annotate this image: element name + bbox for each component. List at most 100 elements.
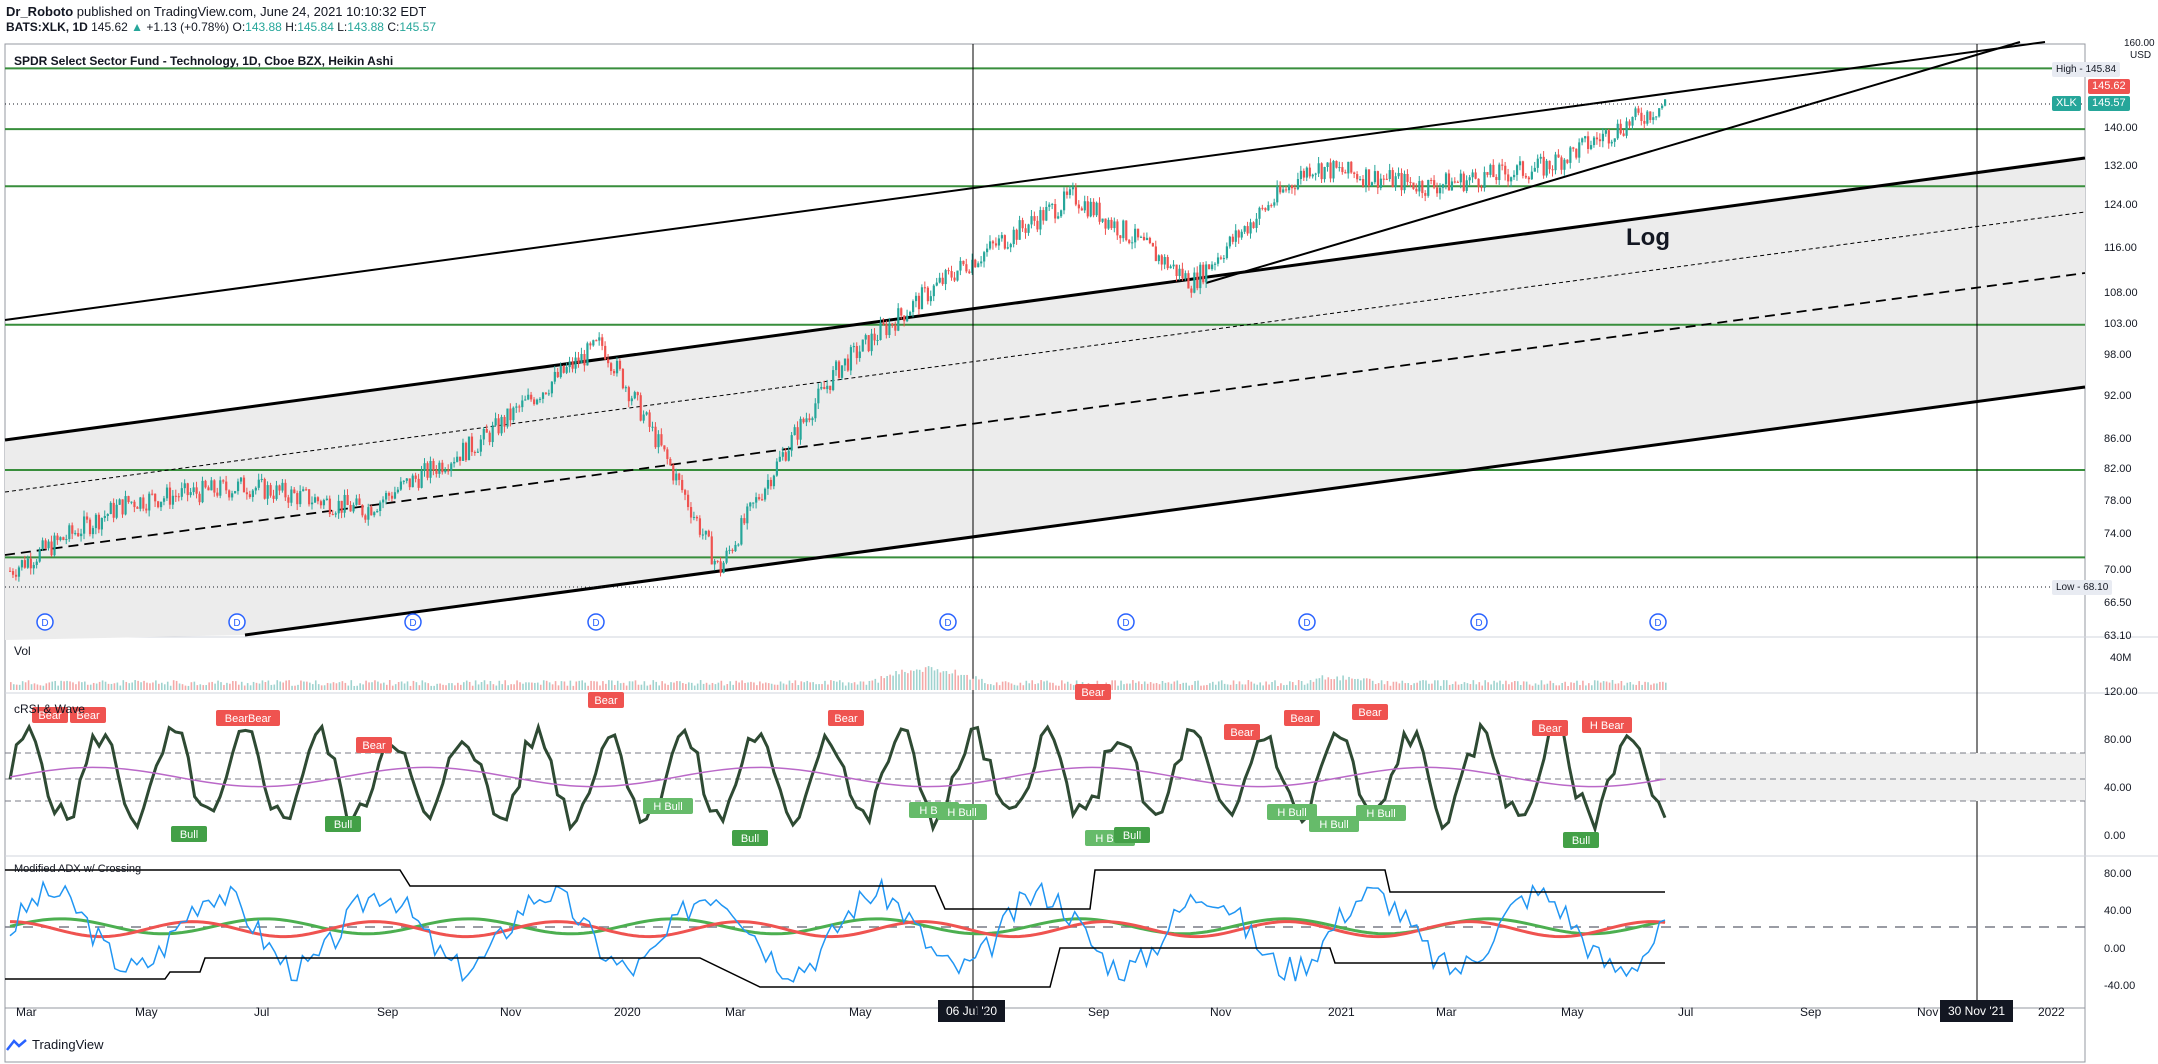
volume-bar: [1499, 680, 1501, 690]
volume-bar: [160, 682, 163, 690]
channel-median-line[interactable]: [4, 272, 2086, 556]
volume-bar: [605, 683, 607, 690]
volume-bar: [696, 683, 699, 690]
candle-body: [1151, 243, 1155, 247]
candle-body: [1060, 210, 1063, 217]
candle-body: [527, 394, 530, 400]
publisher-name[interactable]: Dr_Roboto: [6, 4, 74, 19]
volume-bar: [1398, 683, 1401, 690]
volume-bar: [1028, 683, 1031, 690]
candle-body: [1616, 123, 1619, 139]
channel-upper-line[interactable]: [4, 156, 2086, 442]
volume-bar: [39, 685, 42, 690]
volume-bar: [246, 683, 249, 690]
volume-bar: [1570, 682, 1572, 690]
candle-body: [1625, 121, 1628, 136]
candle-body: [538, 398, 542, 400]
volume-bar: [750, 681, 752, 690]
candle-body: [704, 530, 707, 535]
volume-bar: [847, 682, 850, 690]
volume-bar: [1135, 682, 1137, 690]
volume-bar: [557, 685, 560, 690]
candle-body: [180, 488, 183, 497]
rsi-marker-label: Bear: [76, 710, 100, 722]
candle-body: [1113, 221, 1116, 229]
candle-body: [811, 418, 814, 421]
volume-bar: [915, 669, 918, 690]
log-annotation[interactable]: Log: [1626, 224, 1670, 251]
volume-bar: [190, 682, 193, 690]
candle-body: [456, 456, 459, 462]
volume-bar: [608, 680, 610, 690]
candle-body: [1302, 170, 1306, 178]
candle-body: [1199, 264, 1202, 289]
time-axis-label: Nov: [500, 1005, 522, 1019]
trend-line-rising[interactable]: [1205, 41, 2021, 284]
volume-bar: [779, 681, 782, 690]
volume-bar: [670, 682, 672, 690]
rsi-marker-box: [325, 816, 361, 832]
candle-body: [1234, 230, 1237, 242]
volume-bar: [1608, 682, 1611, 690]
footer-text: TradingView: [32, 1037, 104, 1052]
volume-bar: [1140, 684, 1143, 690]
dividend-label: D: [592, 618, 599, 629]
candle-body: [1036, 220, 1039, 230]
candle-body: [1542, 156, 1545, 176]
candle-body: [464, 442, 468, 461]
volume-bars: [10, 666, 1667, 690]
volume-bar: [465, 680, 468, 690]
candle-body: [559, 365, 562, 378]
volume-bar: [593, 681, 595, 690]
candle-body: [636, 392, 639, 396]
candle-body: [823, 386, 826, 390]
rsi-marker-box: [1309, 816, 1359, 832]
candle-body: [1062, 191, 1066, 211]
rsi-marker-box: [1352, 704, 1388, 720]
volume-pane-label: Vol: [14, 644, 31, 658]
volume-bar: [992, 685, 995, 690]
volume-bar: [406, 681, 409, 690]
candle-body: [1359, 179, 1362, 181]
candle-body: [1142, 236, 1146, 241]
volume-bar: [122, 680, 125, 690]
trend-line-upper[interactable]: [4, 41, 2046, 321]
candle-body: [897, 308, 900, 331]
volume-bar: [622, 682, 625, 690]
volume-bar: [1058, 685, 1060, 690]
volume-bar: [741, 680, 743, 690]
candle-body: [20, 560, 24, 568]
volume-bar: [1019, 682, 1022, 690]
candle-body: [47, 541, 50, 549]
volume-bar: [1576, 680, 1578, 690]
candle-body: [290, 489, 293, 503]
volume-bar: [987, 684, 989, 690]
volume-bar: [581, 680, 584, 690]
candle-body: [684, 490, 687, 495]
candle-body: [1622, 133, 1625, 136]
symbol-tag: XLK: [2052, 96, 2081, 111]
candle-body: [485, 428, 488, 433]
rsi-marker-box: [1356, 805, 1406, 821]
candle-body: [488, 432, 491, 443]
candle-body: [1211, 264, 1214, 270]
volume-bar: [229, 683, 231, 690]
volume-bar: [643, 681, 646, 690]
volume-bar: [1531, 685, 1534, 690]
volume-bar: [507, 685, 509, 690]
volume-bar: [539, 684, 542, 690]
candle-body: [1187, 273, 1190, 289]
price-axis-tick: 66.50: [2104, 596, 2132, 609]
candle-body: [302, 489, 305, 492]
candle-body: [802, 418, 805, 423]
volume-bar: [655, 681, 658, 690]
candle-body: [355, 498, 358, 505]
candle-body: [787, 450, 790, 461]
candle-body: [1598, 139, 1602, 142]
volume-bar: [306, 681, 308, 690]
footer-brand[interactable]: TradingView: [6, 1037, 104, 1052]
channel-lower-line[interactable]: [244, 385, 2086, 637]
candle-body: [651, 426, 654, 428]
candle-body: [1134, 228, 1137, 243]
